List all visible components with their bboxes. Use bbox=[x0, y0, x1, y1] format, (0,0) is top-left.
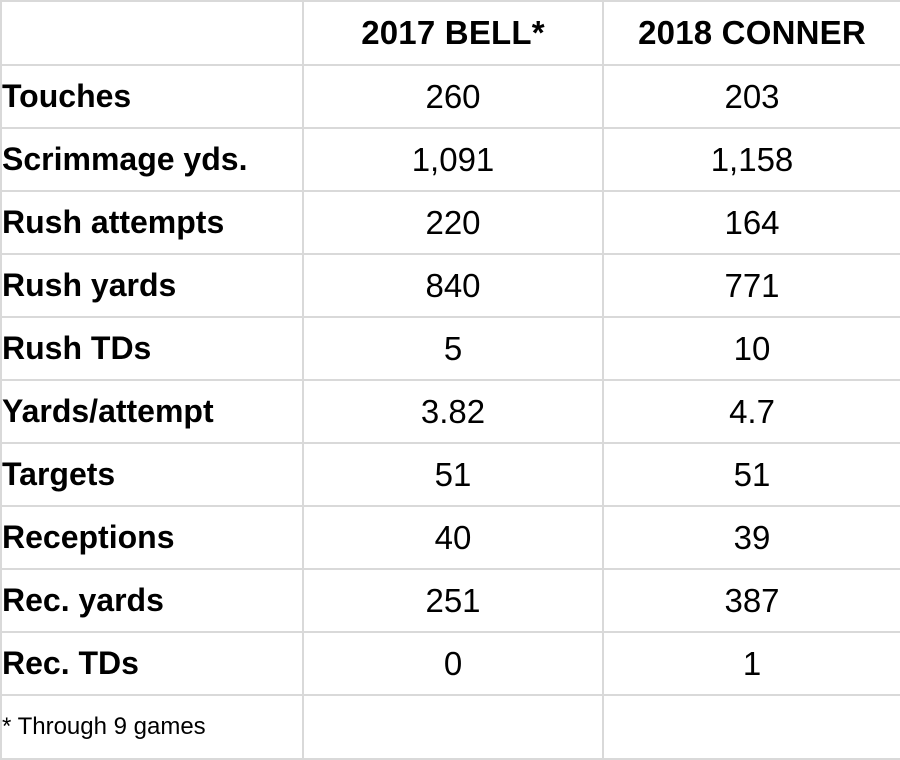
table-row: Rec. TDs 0 1 bbox=[0, 631, 900, 696]
bell-value: 260 bbox=[302, 64, 604, 129]
table-row: Rush yards 840 771 bbox=[0, 253, 900, 318]
row-label: Rush yards bbox=[0, 253, 304, 318]
conner-value: 51 bbox=[602, 442, 900, 507]
bell-value: 251 bbox=[302, 568, 604, 633]
header-cell-bell: 2017 BELL* bbox=[302, 0, 604, 66]
conner-value: 164 bbox=[602, 190, 900, 255]
table-row: Targets 51 51 bbox=[0, 442, 900, 507]
row-label: Touches bbox=[0, 64, 304, 129]
row-label: Yards/attempt bbox=[0, 379, 304, 444]
bell-value: 40 bbox=[302, 505, 604, 570]
footnote-row: * Through 9 games bbox=[0, 694, 900, 760]
row-label: Scrimmage yds. bbox=[0, 127, 304, 192]
row-label: Rec. TDs bbox=[0, 631, 304, 696]
table-row: Touches 260 203 bbox=[0, 64, 900, 129]
conner-value: 771 bbox=[602, 253, 900, 318]
row-label: Rush attempts bbox=[0, 190, 304, 255]
table-row: Receptions 40 39 bbox=[0, 505, 900, 570]
table-row: Yards/attempt 3.82 4.7 bbox=[0, 379, 900, 444]
table-row: Rush attempts 220 164 bbox=[0, 190, 900, 255]
conner-value: 203 bbox=[602, 64, 900, 129]
conner-value: 4.7 bbox=[602, 379, 900, 444]
footnote: * Through 9 games bbox=[0, 694, 304, 760]
bell-value: 51 bbox=[302, 442, 604, 507]
bell-value: 5 bbox=[302, 316, 604, 381]
bell-value: 840 bbox=[302, 253, 604, 318]
bell-value: 0 bbox=[302, 631, 604, 696]
row-label: Receptions bbox=[0, 505, 304, 570]
row-label: Rec. yards bbox=[0, 568, 304, 633]
row-label: Targets bbox=[0, 442, 304, 507]
header-row: 2017 BELL* 2018 CONNER bbox=[0, 0, 900, 66]
header-cell-conner: 2018 CONNER bbox=[602, 0, 900, 66]
conner-value: 10 bbox=[602, 316, 900, 381]
empty-cell bbox=[602, 694, 900, 760]
conner-value: 1 bbox=[602, 631, 900, 696]
row-label: Rush TDs bbox=[0, 316, 304, 381]
table-row: Rec. yards 251 387 bbox=[0, 568, 900, 633]
bell-value: 220 bbox=[302, 190, 604, 255]
empty-cell bbox=[302, 694, 604, 760]
header-cell-empty bbox=[0, 0, 304, 66]
table-row: Scrimmage yds. 1,091 1,158 bbox=[0, 127, 900, 192]
bell-value: 3.82 bbox=[302, 379, 604, 444]
conner-value: 1,158 bbox=[602, 127, 900, 192]
table-row: Rush TDs 5 10 bbox=[0, 316, 900, 381]
bell-value: 1,091 bbox=[302, 127, 604, 192]
conner-value: 39 bbox=[602, 505, 900, 570]
conner-value: 387 bbox=[602, 568, 900, 633]
